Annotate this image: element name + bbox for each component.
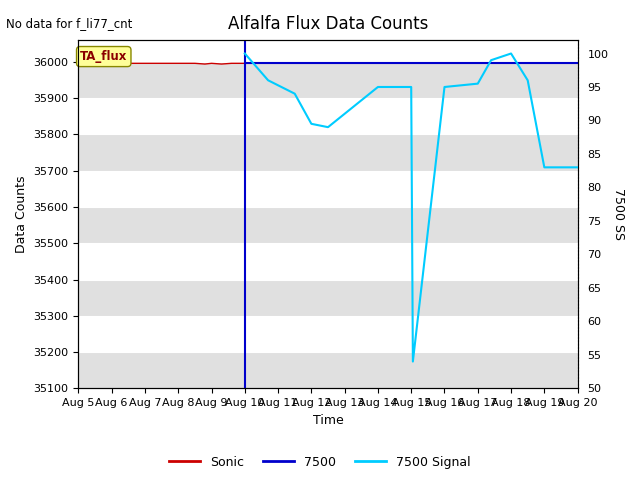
Title: Alfalfa Flux Data Counts: Alfalfa Flux Data Counts bbox=[228, 15, 428, 33]
X-axis label: Time: Time bbox=[312, 414, 344, 427]
Bar bbox=[79, 316, 578, 352]
Y-axis label: Data Counts: Data Counts bbox=[15, 176, 28, 253]
Bar bbox=[79, 352, 578, 388]
Text: TA_flux: TA_flux bbox=[80, 50, 127, 63]
Bar bbox=[79, 40, 578, 62]
Text: No data for f_li77_cnt: No data for f_li77_cnt bbox=[6, 17, 132, 30]
Bar bbox=[79, 243, 578, 279]
Y-axis label: 7500 SS: 7500 SS bbox=[612, 188, 625, 240]
Bar bbox=[79, 171, 578, 207]
Bar bbox=[79, 279, 578, 316]
Bar bbox=[79, 62, 578, 98]
Legend: Sonic, 7500, 7500 Signal: Sonic, 7500, 7500 Signal bbox=[164, 451, 476, 474]
Bar bbox=[79, 98, 578, 134]
Bar bbox=[79, 134, 578, 171]
Bar bbox=[79, 207, 578, 243]
